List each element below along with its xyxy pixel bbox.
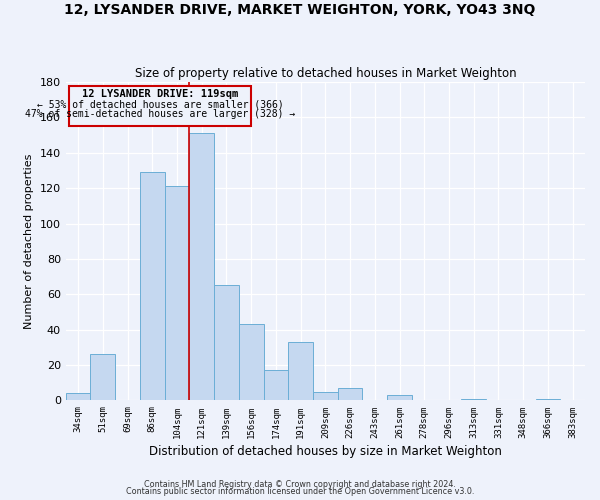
Bar	[387, 395, 412, 400]
Bar	[66, 394, 91, 400]
Y-axis label: Number of detached properties: Number of detached properties	[24, 154, 34, 329]
Text: Contains public sector information licensed under the Open Government Licence v3: Contains public sector information licen…	[126, 488, 474, 496]
Bar	[461, 398, 486, 400]
Bar	[536, 398, 560, 400]
Text: ← 53% of detached houses are smaller (366): ← 53% of detached houses are smaller (36…	[37, 100, 283, 110]
Title: Size of property relative to detached houses in Market Weighton: Size of property relative to detached ho…	[134, 66, 516, 80]
Text: 12, LYSANDER DRIVE, MARKET WEIGHTON, YORK, YO43 3NQ: 12, LYSANDER DRIVE, MARKET WEIGHTON, YOR…	[64, 2, 536, 16]
FancyBboxPatch shape	[69, 86, 251, 126]
Bar	[263, 370, 288, 400]
Bar	[288, 342, 313, 400]
Bar	[164, 186, 190, 400]
Bar	[91, 354, 115, 401]
Bar	[313, 392, 338, 400]
Bar	[338, 388, 362, 400]
Text: 47% of semi-detached houses are larger (328) →: 47% of semi-detached houses are larger (…	[25, 110, 295, 120]
Bar	[214, 286, 239, 401]
Bar	[140, 172, 164, 400]
Bar	[190, 134, 214, 400]
Text: 12 LYSANDER DRIVE: 119sqm: 12 LYSANDER DRIVE: 119sqm	[82, 89, 238, 99]
Bar	[239, 324, 263, 400]
Text: Contains HM Land Registry data © Crown copyright and database right 2024.: Contains HM Land Registry data © Crown c…	[144, 480, 456, 489]
X-axis label: Distribution of detached houses by size in Market Weighton: Distribution of detached houses by size …	[149, 444, 502, 458]
